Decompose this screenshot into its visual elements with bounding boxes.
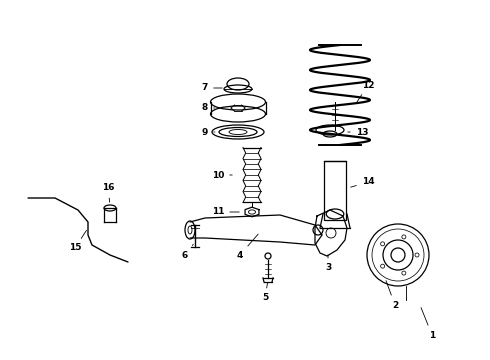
Text: 2: 2: [386, 280, 398, 310]
Text: 1: 1: [421, 307, 435, 339]
Text: 10: 10: [212, 171, 232, 180]
Text: 14: 14: [351, 177, 374, 187]
Text: 15: 15: [69, 230, 87, 252]
Text: 4: 4: [237, 234, 258, 260]
Text: 13: 13: [348, 127, 368, 136]
Text: 9: 9: [202, 127, 215, 136]
Text: 7: 7: [202, 84, 222, 93]
Text: 6: 6: [182, 244, 194, 260]
Text: 5: 5: [262, 283, 268, 302]
Text: 16: 16: [102, 184, 114, 202]
Text: 3: 3: [325, 255, 331, 273]
Text: 12: 12: [357, 81, 374, 103]
Bar: [324, 162, 346, 220]
Text: 8: 8: [202, 104, 215, 112]
Text: 11: 11: [212, 207, 239, 216]
